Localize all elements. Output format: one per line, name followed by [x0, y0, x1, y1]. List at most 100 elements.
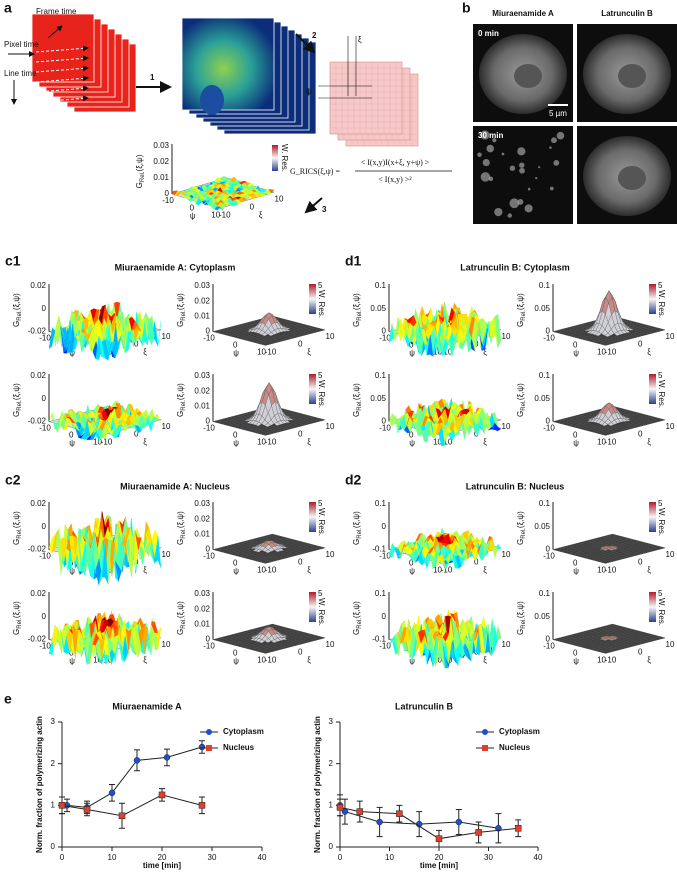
colorbar — [309, 374, 316, 404]
psi-tick: -10 — [379, 552, 391, 561]
y-tick-label: 0 — [42, 394, 47, 403]
psi-tick: -10 — [39, 552, 51, 561]
g-sub: Rel. — [140, 171, 146, 182]
psi-tick: -10 — [543, 552, 555, 561]
psi-tick: -10 — [203, 552, 215, 561]
g-sub: Rel. — [357, 310, 363, 321]
colorbar-max: 5 — [318, 499, 323, 508]
xi-tick: -10 — [605, 565, 617, 574]
y-tick-label: 0 — [42, 522, 47, 531]
psi-label: ψ — [233, 657, 239, 666]
g-args: (ξ,ψ) — [12, 511, 21, 528]
psi-tick: 10 — [257, 565, 266, 574]
y-tick-label: 0.02 — [194, 604, 210, 613]
y-axis-label: GRel.(ξ,ψ) — [12, 511, 22, 545]
xi-tick: 10 — [326, 422, 335, 431]
speckle — [494, 208, 502, 216]
y-tick-label: 0.1 — [539, 371, 551, 380]
xi-tick: -10 — [265, 655, 277, 664]
g-args: (ξ,ψ) — [352, 293, 361, 310]
formula: G_RICS(ξ,ψ) = — [290, 167, 340, 176]
psi-tick: 10 — [211, 211, 220, 220]
colorbar — [309, 502, 316, 532]
colorbar — [272, 145, 278, 171]
nucleus — [618, 64, 646, 88]
speckle — [481, 172, 490, 181]
colorbar-label: W. Res. — [317, 508, 326, 536]
speckle — [519, 162, 524, 167]
psi-label: ψ — [190, 211, 196, 220]
xi-tick: 0 — [638, 558, 643, 567]
y-axis-label: GRel.(ξ,ψ) — [352, 383, 362, 417]
g-sub: Rel. — [181, 400, 187, 411]
psi-tick: -10 — [543, 334, 555, 343]
psi-tick: -10 — [39, 334, 51, 343]
speckle — [535, 177, 537, 179]
xi-tick: 10 — [326, 640, 335, 649]
step: 1 — [150, 73, 155, 82]
xi-label: ξ — [307, 656, 311, 665]
xi-tick: 10 — [162, 550, 171, 559]
g-sub: Rel. — [181, 528, 187, 539]
g-args: (ξ,ψ) — [135, 154, 144, 171]
panel-label: e — [4, 691, 12, 707]
time-label: 0 min — [478, 29, 499, 38]
panel-title: Latrunculin B: Cytoplasm — [460, 262, 570, 272]
y-tick-label: 0.1 — [539, 499, 551, 508]
xi-tick: 0 — [298, 558, 303, 567]
y-axis-label: GRel.(ξ,ψ) — [352, 293, 362, 327]
y-tick-label: 0.03 — [194, 589, 210, 598]
y-axis-label: GRel.(ξ,ψ) — [352, 511, 362, 545]
step: 3 — [322, 205, 327, 214]
g-sub: Rel. — [17, 528, 23, 539]
nucleus — [200, 85, 224, 115]
colorbar-max: 5 — [318, 589, 323, 598]
g-sub: Rel. — [521, 528, 527, 539]
xi-label: ξ — [307, 438, 311, 447]
y-tick-label: 0.02 — [194, 296, 210, 305]
xi-tick: 0 — [638, 430, 643, 439]
y-axis-label: GRel.(ξ,ψ) — [176, 511, 186, 545]
psi-label: ψ — [573, 349, 579, 358]
scale-label: 5 µm — [549, 109, 567, 118]
xi-tick: 10 — [502, 550, 511, 559]
speckle — [553, 160, 559, 166]
speckle — [508, 213, 512, 217]
y-axis-label: GRel.(ξ,ψ) — [12, 383, 22, 417]
xi-tick: 0 — [298, 340, 303, 349]
image-frame — [182, 18, 274, 110]
xi-tick: 0 — [298, 430, 303, 439]
xi-tick: 10 — [502, 422, 511, 431]
speckle — [483, 159, 490, 166]
y-tick-label: 0.02 — [30, 499, 46, 508]
colorbar-max: 5 — [318, 371, 323, 380]
g-sub: Rel. — [181, 310, 187, 321]
g-args: (ξ,ψ) — [176, 511, 185, 528]
xi-tick: 10 — [326, 550, 335, 559]
xi-tick: -10 — [265, 437, 277, 446]
colorbar — [309, 592, 316, 622]
y-tick-label: 0.01 — [194, 620, 210, 629]
y-tick-label: 0.1 — [375, 281, 387, 290]
step: 2 — [312, 31, 317, 40]
y-tick-label: 0.01 — [194, 530, 210, 539]
speckle — [549, 146, 552, 149]
g-args: (ξ,ψ) — [12, 383, 21, 400]
colorbar — [309, 284, 316, 314]
g-args: (ξ,ψ) — [516, 293, 525, 310]
g-args: (ξ,ψ) — [516, 383, 525, 400]
speckle — [538, 166, 540, 168]
xi-label: ξ — [143, 438, 147, 447]
speckle — [551, 137, 557, 143]
panel-label: c2 — [5, 472, 21, 488]
g-sub: Rel. — [181, 618, 187, 629]
panel-label: a — [4, 0, 12, 16]
y-axis-label: GRel.(ξ,ψ) — [516, 511, 526, 545]
pixel-time: Pixel time — [4, 40, 39, 49]
psi-label: ψ — [409, 567, 415, 576]
y-tick-label: 0.1 — [375, 499, 387, 508]
psi-tick: -10 — [543, 424, 555, 433]
xi-tick: 10 — [666, 332, 675, 341]
y-axis-label: GRel.(ξ,ψ) — [135, 154, 145, 188]
